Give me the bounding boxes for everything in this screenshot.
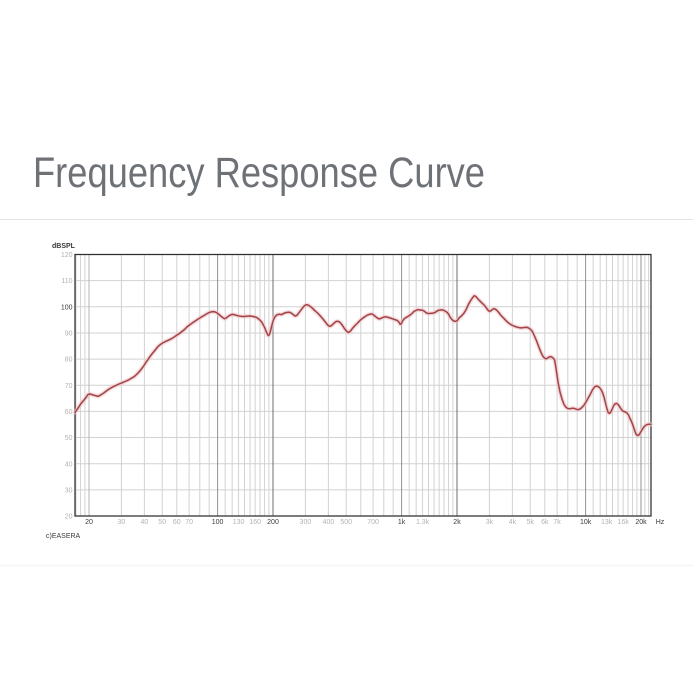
svg-text:7k: 7k <box>553 519 561 526</box>
svg-text:20: 20 <box>85 519 93 526</box>
svg-text:40: 40 <box>65 461 73 468</box>
svg-text:5k: 5k <box>526 519 534 526</box>
svg-text:700: 700 <box>367 519 379 526</box>
svg-text:50: 50 <box>158 519 166 526</box>
svg-text:40: 40 <box>141 519 149 526</box>
svg-text:30: 30 <box>118 519 126 526</box>
svg-text:13k: 13k <box>601 519 613 526</box>
svg-text:1k: 1k <box>398 519 406 526</box>
svg-text:1.3k: 1.3k <box>416 519 430 526</box>
svg-text:100: 100 <box>212 519 224 526</box>
svg-text:Hz: Hz <box>656 519 665 526</box>
svg-text:2k: 2k <box>453 519 461 526</box>
svg-text:70: 70 <box>185 519 193 526</box>
svg-text:500: 500 <box>340 519 352 526</box>
svg-text:Frequency Response Curve: Frequency Response Curve <box>33 150 485 197</box>
svg-text:4k: 4k <box>509 519 517 526</box>
svg-text:100: 100 <box>61 304 73 311</box>
svg-text:3k: 3k <box>486 519 494 526</box>
svg-text:200: 200 <box>267 519 279 526</box>
svg-text:c)EASERA: c)EASERA <box>46 533 81 540</box>
svg-text:120: 120 <box>61 252 73 259</box>
svg-text:130: 130 <box>233 519 245 526</box>
svg-text:160: 160 <box>249 519 261 526</box>
svg-text:50: 50 <box>65 435 73 442</box>
svg-text:400: 400 <box>323 519 335 526</box>
svg-text:60: 60 <box>65 409 73 416</box>
svg-text:90: 90 <box>65 331 73 338</box>
svg-text:20: 20 <box>65 514 73 521</box>
svg-text:30: 30 <box>65 488 73 495</box>
svg-text:6k: 6k <box>541 519 549 526</box>
svg-text:10k: 10k <box>580 519 592 526</box>
svg-text:dBSPL: dBSPL <box>52 243 76 250</box>
svg-text:16k: 16k <box>618 519 630 526</box>
svg-text:20k: 20k <box>635 519 647 526</box>
svg-text:70: 70 <box>65 383 73 390</box>
svg-text:80: 80 <box>65 357 73 364</box>
svg-text:110: 110 <box>61 278 72 285</box>
svg-text:300: 300 <box>300 519 312 526</box>
svg-text:60: 60 <box>173 519 181 526</box>
